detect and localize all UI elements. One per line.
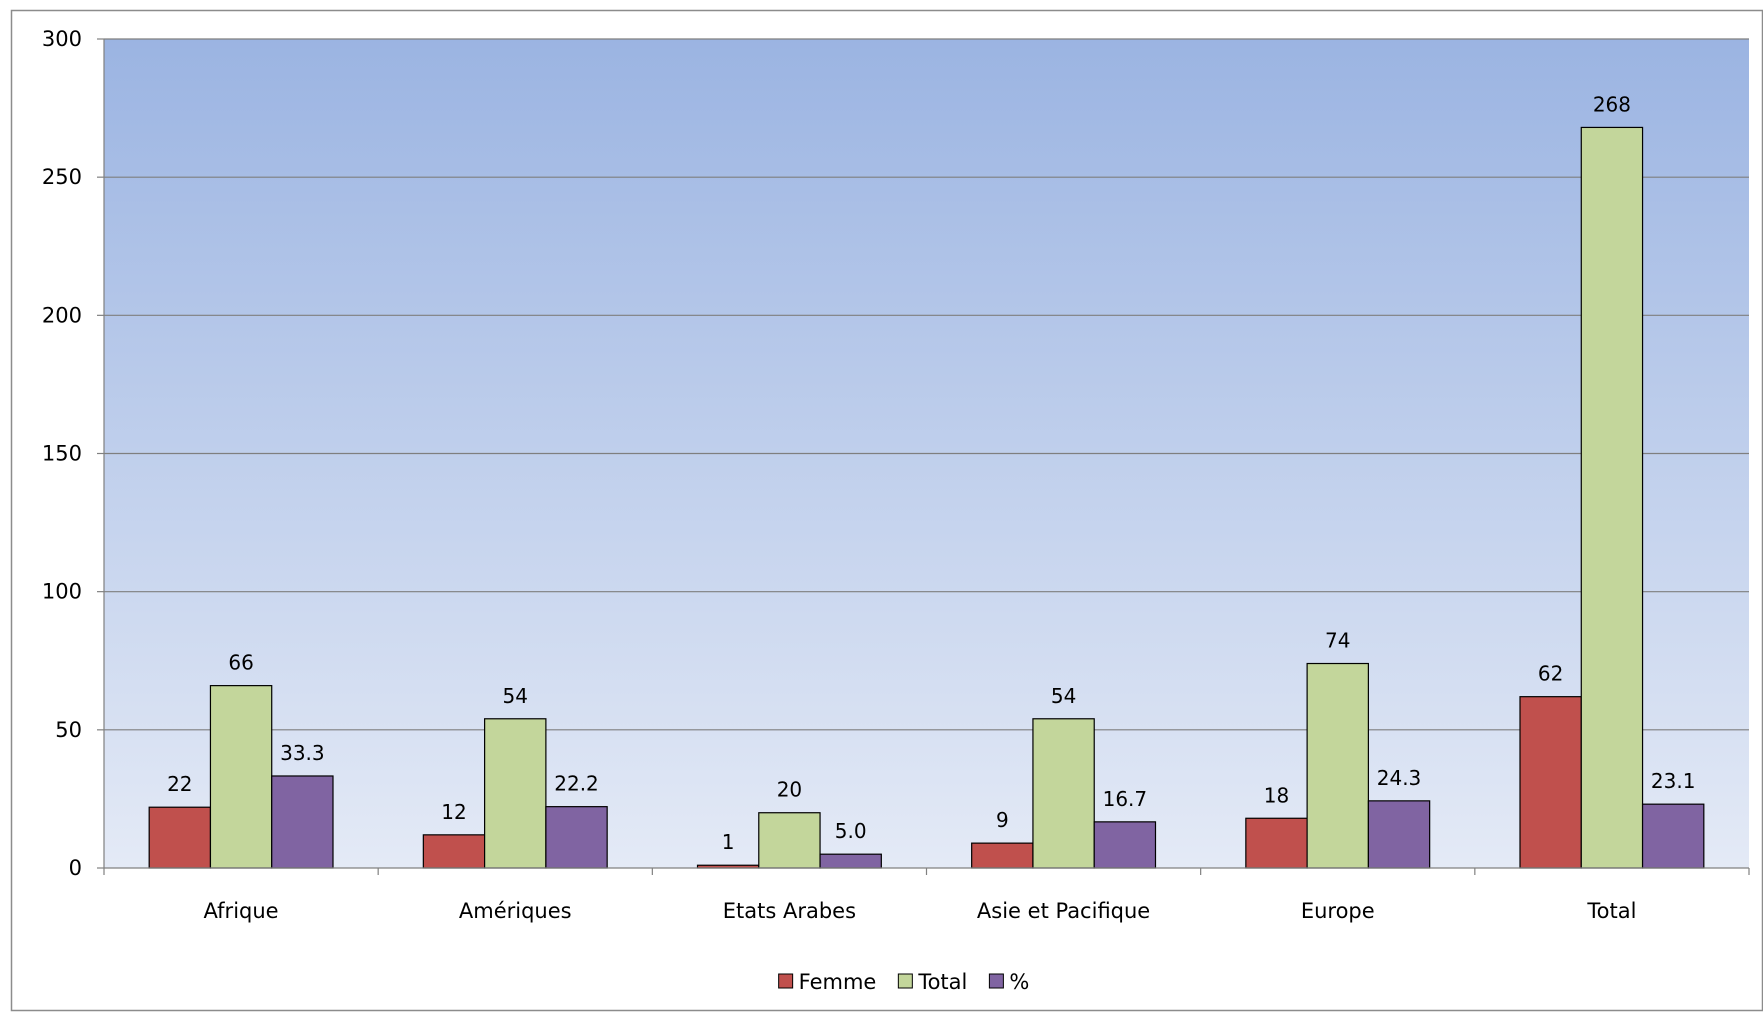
bar-total	[1306, 662, 1369, 869]
data-label-femme: 22	[167, 772, 192, 796]
bar-pct	[1367, 800, 1431, 869]
data-label-total: 20	[777, 778, 802, 802]
data-label-femme: 1	[722, 830, 735, 854]
bar-femme	[148, 806, 212, 869]
x-category-label: Europe	[1301, 899, 1375, 923]
y-tick-label: 300	[42, 27, 82, 51]
y-tick-label: 150	[42, 442, 82, 466]
bar-total	[758, 812, 821, 869]
labels: 0 50 100 150 200 250 300 22 66 33.3 Afrique 12 54 22.…	[42, 27, 1696, 923]
x-category-label: Total	[1586, 899, 1636, 923]
bar-total	[484, 718, 547, 869]
bar-total	[1032, 718, 1095, 869]
data-label-femme: 12	[441, 800, 466, 824]
data-label-total: 74	[1325, 629, 1350, 653]
data-label-total: 66	[228, 651, 253, 675]
legend-label-pct: %	[1009, 970, 1029, 994]
x-category-label: Afrique	[204, 899, 279, 923]
data-label-femme: 62	[1538, 662, 1563, 686]
x-category-label: Asie et Pacifique	[977, 899, 1150, 923]
data-label-pct: 24.3	[1377, 766, 1422, 790]
y-tick-label: 50	[55, 718, 82, 742]
data-label-pct: 23.1	[1651, 769, 1696, 793]
legend: Femme Total%	[778, 970, 1029, 994]
legend-swatch-total	[897, 973, 913, 989]
bar-femme	[1519, 696, 1582, 869]
y-tick-label: 100	[42, 580, 82, 604]
legend-swatch-femme	[778, 973, 794, 989]
x-category-label: Etats Arabes	[723, 899, 856, 923]
bar-pct	[1093, 821, 1157, 869]
legend-swatch-pct	[988, 973, 1004, 989]
data-label-total: 268	[1593, 92, 1631, 116]
data-label-total: 54	[503, 684, 528, 708]
axes	[97, 38, 1750, 875]
bar-total	[209, 685, 273, 869]
bar-pct	[819, 853, 882, 869]
data-label-femme: 18	[1264, 783, 1289, 807]
data-label-femme: 9	[996, 808, 1009, 832]
y-tick-label: 200	[42, 303, 82, 327]
bar-pct	[545, 806, 608, 869]
bar-pct	[1641, 803, 1705, 869]
legend-label-total: Total	[917, 970, 967, 994]
legend-label-femme: Femme	[799, 970, 877, 994]
bar-total	[1580, 126, 1644, 869]
data-label-pct: 5.0	[835, 819, 867, 843]
data-label-total: 54	[1051, 684, 1076, 708]
x-category-label: Amériques	[459, 899, 572, 923]
y-tick-label: 250	[42, 165, 82, 189]
bar-pct	[271, 775, 334, 869]
bar-femme	[1245, 817, 1308, 869]
bar-femme	[422, 834, 486, 869]
data-label-pct: 16.7	[1103, 787, 1148, 811]
y-tick-label: 0	[69, 856, 82, 880]
data-label-pct: 33.3	[280, 741, 325, 765]
bar-femme	[971, 842, 1034, 869]
data-label-pct: 22.2	[554, 772, 599, 796]
bars	[148, 126, 1705, 869]
gridlines	[104, 38, 1749, 731]
